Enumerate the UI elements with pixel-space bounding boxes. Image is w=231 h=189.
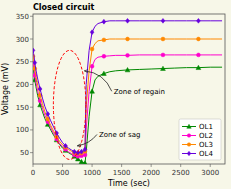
background (0, 0, 231, 189)
y-tick-label: 250 (16, 58, 29, 66)
legend-marker (187, 124, 191, 128)
y-tick (30, 129, 33, 130)
series-marker (102, 38, 106, 42)
annotation-arrow (84, 71, 111, 91)
series-marker (126, 53, 130, 57)
series-marker (33, 48, 35, 53)
legend-marker (187, 143, 191, 147)
series-marker (126, 18, 130, 23)
series-marker (33, 60, 37, 65)
series-marker (196, 18, 200, 23)
plot-area (33, 18, 222, 164)
series-marker (101, 71, 106, 75)
series-marker (125, 68, 130, 72)
y-tick (30, 152, 33, 153)
series-marker (90, 89, 95, 93)
series-marker (83, 153, 87, 157)
series-marker (80, 149, 84, 154)
x-tick-label: 500 (56, 169, 69, 177)
series-marker (79, 159, 84, 163)
series-marker (196, 65, 201, 69)
series-marker (83, 147, 87, 152)
y-tick-label: 300 (16, 36, 29, 44)
x-tick (180, 164, 181, 167)
series-marker (161, 18, 165, 23)
legend-marker (187, 134, 191, 138)
legend-marker (187, 151, 191, 155)
legend-label: OL4 (199, 150, 213, 158)
series-marker (90, 64, 94, 68)
series-marker (46, 112, 50, 117)
series-marker (90, 30, 94, 35)
y-tick (30, 84, 33, 85)
legend-label: OL1 (199, 123, 213, 131)
series-marker (38, 87, 42, 92)
x-tick-label: 1500 (113, 169, 131, 177)
series-marker (102, 54, 106, 58)
legend-label: OL2 (199, 132, 213, 140)
annotation-arrow (77, 134, 97, 145)
legend: OL1OL2OL3OL4 (179, 119, 221, 160)
series-marker (90, 47, 94, 51)
annotation: Zone of sag (99, 131, 140, 139)
y-axis-label: Voltage (mV) (1, 63, 10, 115)
x-tick (33, 164, 34, 167)
y-tick-label: 50 (20, 149, 29, 157)
series-marker (196, 37, 200, 41)
series-marker (161, 53, 165, 57)
y-tick (30, 16, 33, 17)
annotation: Zone of regain (114, 88, 165, 96)
y-tick-label: 200 (16, 81, 29, 89)
series-marker (64, 143, 68, 148)
series-marker (83, 161, 88, 164)
x-tick-label: 0 (31, 169, 35, 177)
y-tick-label: 350 (16, 13, 29, 21)
x-tick-label: 2500 (172, 169, 190, 177)
series-marker (72, 149, 76, 154)
x-axis-label: Time (sec) (107, 179, 150, 188)
x-tick-label: 3000 (201, 169, 219, 177)
x-tick (210, 164, 211, 167)
title: Closed circuit (33, 3, 94, 12)
x-tick (121, 164, 122, 167)
y-tick (30, 61, 33, 62)
series-marker (126, 37, 130, 41)
y-tick (30, 39, 33, 40)
y-tick-label: 150 (16, 104, 29, 112)
series-marker (161, 37, 165, 41)
plot-frame (33, 14, 225, 164)
chart: 0 500 1000 1500 2000 2500 3000 50 100 150 200 250 30… (0, 0, 231, 189)
y-tick (30, 107, 33, 108)
y-tick-label: 100 (16, 126, 29, 134)
series-marker (196, 53, 200, 57)
x-tick (62, 164, 63, 167)
x-tick-label: 1000 (83, 169, 101, 177)
legend-label: OL3 (199, 141, 213, 149)
series-marker (102, 19, 106, 24)
series-marker (161, 66, 166, 70)
zone-ellipse (53, 50, 85, 159)
x-tick (92, 164, 93, 167)
x-tick (151, 164, 152, 167)
series-line (33, 67, 222, 163)
legend-box (179, 119, 221, 160)
x-tick-label: 2000 (142, 169, 160, 177)
